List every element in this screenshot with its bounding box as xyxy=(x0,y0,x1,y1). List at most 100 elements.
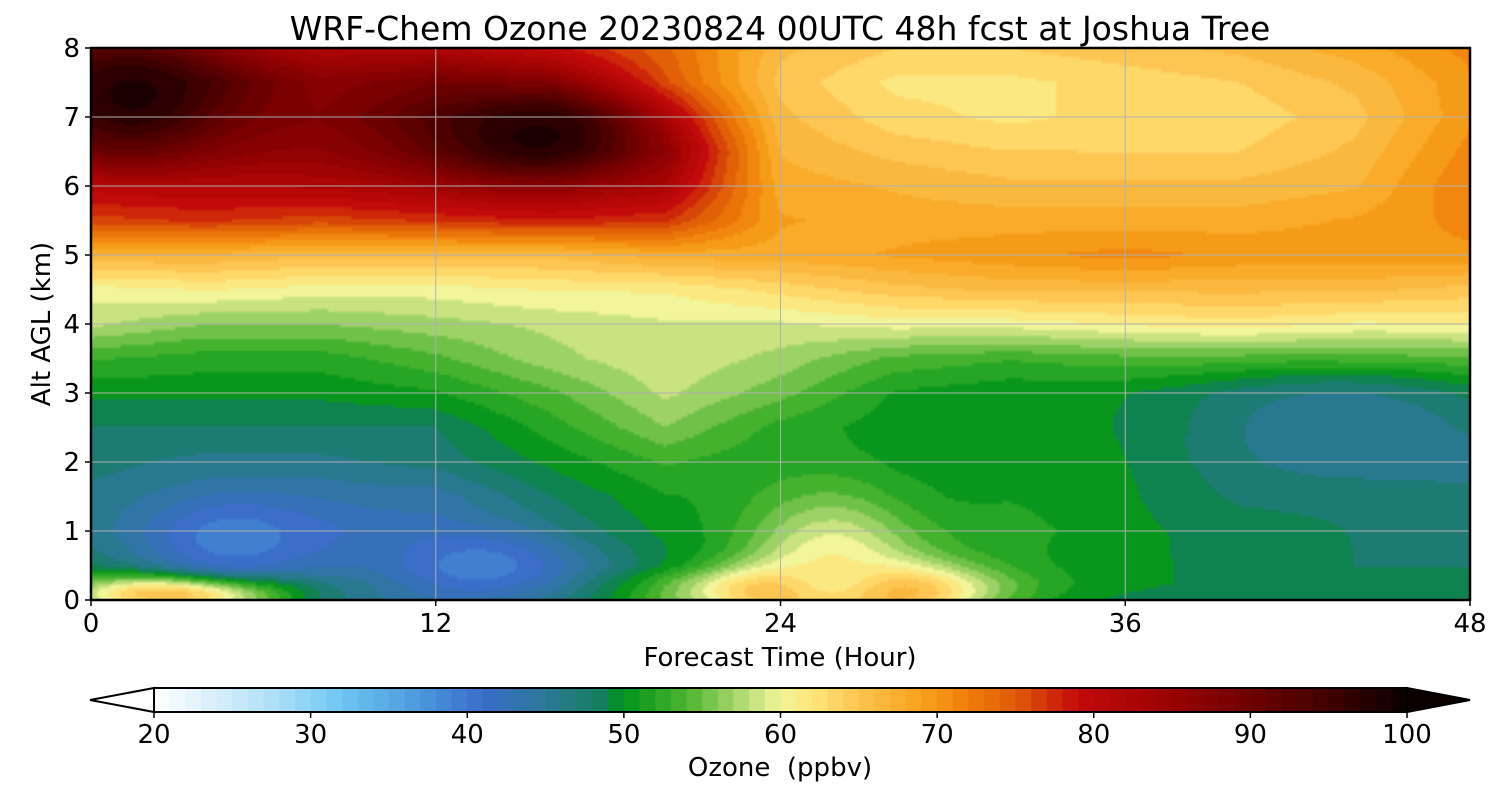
colorbar-tick-label: 20 xyxy=(137,720,170,750)
colorbar-level xyxy=(843,688,860,712)
colorbar-level xyxy=(467,688,484,712)
colorbar-level xyxy=(827,688,844,712)
colorbar-level xyxy=(999,688,1017,712)
colorbar-level xyxy=(1375,688,1392,712)
colorbar-tick-label: 50 xyxy=(607,720,640,750)
colorbar-level xyxy=(1187,688,1204,712)
colorbar-level xyxy=(404,688,421,712)
colorbar-level xyxy=(341,688,359,712)
colorbar-level xyxy=(263,688,280,712)
y-tick-label: 5 xyxy=(63,241,80,271)
x-tick-label: 12 xyxy=(419,609,452,639)
colorbar-level xyxy=(1344,688,1361,712)
colorbar-level xyxy=(921,688,938,712)
y-tick-label: 6 xyxy=(63,172,80,202)
x-tick-label: 48 xyxy=(1453,609,1486,639)
plot-area xyxy=(89,46,1472,602)
colorbar-level xyxy=(1125,688,1142,712)
colorbar-level xyxy=(984,688,1001,712)
colorbar-level xyxy=(639,688,656,712)
colorbar-level xyxy=(1203,688,1220,712)
colorbar-level xyxy=(608,688,625,712)
colorbar-level xyxy=(451,688,468,712)
colorbar-level xyxy=(357,688,374,712)
colorbar-level xyxy=(1093,688,1111,712)
colorbar-level xyxy=(498,688,515,712)
colorbar-level xyxy=(154,688,171,712)
colorbar-level xyxy=(529,688,547,712)
colorbar-level xyxy=(1297,688,1314,712)
colorbar-level xyxy=(717,688,735,712)
colorbar-level xyxy=(623,688,641,712)
colorbar-level xyxy=(247,688,265,712)
colorbar-level xyxy=(326,688,343,712)
colorbar-level xyxy=(216,688,233,712)
colorbar-level xyxy=(1313,688,1330,712)
colorbar-level xyxy=(1250,688,1267,712)
colorbar-level xyxy=(232,688,249,712)
colorbar-tick-label: 80 xyxy=(1077,720,1110,750)
y-tick-label: 3 xyxy=(63,379,80,409)
colorbar-tick-label: 60 xyxy=(764,720,797,750)
colorbar-tick-label: 30 xyxy=(294,720,327,750)
colorbar-level xyxy=(294,688,312,712)
y-tick-label: 8 xyxy=(63,34,80,64)
colorbar-level xyxy=(749,688,766,712)
colorbar-level xyxy=(373,688,390,712)
colorbar-tick-label: 90 xyxy=(1234,720,1267,750)
colorbar-level xyxy=(937,688,954,712)
colorbar-level xyxy=(780,688,797,712)
colorbar-level xyxy=(686,688,703,712)
colorbar-lower-extension xyxy=(89,686,155,714)
colorbar-level xyxy=(1156,688,1173,712)
colorbar-level xyxy=(796,688,813,712)
colorbar-level xyxy=(1078,688,1095,712)
colorbar-tick-label: 100 xyxy=(1382,720,1432,750)
y-tick-label: 2 xyxy=(63,448,80,478)
colorbar-level xyxy=(1360,688,1377,712)
y-axis-ticks: 0 1 2 3 4 5 6 7 8 xyxy=(63,34,91,616)
colorbar-tick-label: 70 xyxy=(921,720,954,750)
colorbar-levels xyxy=(154,688,1407,712)
colorbar-upper-extension xyxy=(1406,686,1471,714)
colorbar-level xyxy=(576,688,594,712)
colorbar-level xyxy=(811,688,829,712)
colorbar-level xyxy=(952,688,970,712)
colorbar-level xyxy=(200,688,218,712)
colorbar-level xyxy=(169,688,186,712)
colorbar-level xyxy=(1046,688,1064,712)
colorbar-level xyxy=(185,688,202,712)
colorbar-level xyxy=(1328,688,1345,712)
y-tick-label: 0 xyxy=(63,586,80,616)
colorbar-level xyxy=(1391,688,1407,712)
colorbar-level xyxy=(1031,688,1048,712)
colorbar-level xyxy=(1062,688,1079,712)
x-tick-label: 36 xyxy=(1109,609,1142,639)
colorbar-level xyxy=(702,688,719,712)
colorbar-level xyxy=(764,688,782,712)
colorbar-level xyxy=(1140,688,1157,712)
colorbar-level xyxy=(1219,688,1236,712)
colorbar-tick-label: 40 xyxy=(451,720,484,750)
colorbar-level xyxy=(874,688,891,712)
colorbar-level xyxy=(435,688,453,712)
colorbar-level xyxy=(561,688,578,712)
colorbar-level xyxy=(514,688,531,712)
colorbar-level xyxy=(279,688,296,712)
colorbar-ticks: 20 30 40 50 60 70 80 90 100 xyxy=(137,712,1432,750)
x-tick-label: 0 xyxy=(83,609,100,639)
colorbar-level xyxy=(858,688,876,712)
colorbar-level xyxy=(1109,688,1126,712)
colorbar: 20 30 40 50 60 70 80 90 100 Ozone (ppbv) xyxy=(89,686,1471,783)
y-tick-label: 1 xyxy=(63,517,80,547)
y-tick-label: 4 xyxy=(63,310,80,340)
y-axis-label: Alt AGL (km) xyxy=(27,242,57,406)
colorbar-level xyxy=(1015,688,1032,712)
y-tick-label: 7 xyxy=(63,103,80,133)
colorbar-level xyxy=(670,688,688,712)
colorbar-level xyxy=(592,688,609,712)
colorbar-level xyxy=(1281,688,1298,712)
chart-title: WRF-Chem Ozone 20230824 00UTC 48h fcst a… xyxy=(290,9,1271,48)
colorbar-level xyxy=(733,688,750,712)
colorbar-level xyxy=(388,688,406,712)
